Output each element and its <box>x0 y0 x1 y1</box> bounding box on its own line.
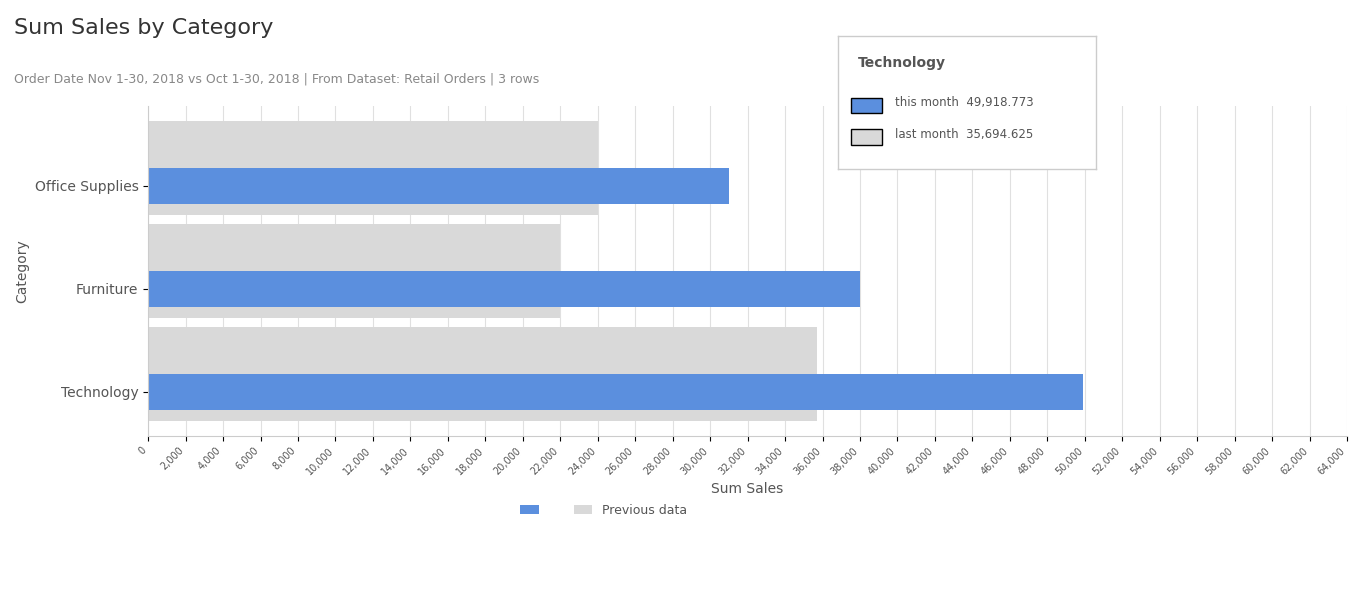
Text: Order Date Nov 1-30, 2018 vs Oct 1-30, 2018 | From Dataset: Retail Orders | 3 ro: Order Date Nov 1-30, 2018 vs Oct 1-30, 2… <box>14 73 539 85</box>
Text: this month  49,918.773: this month 49,918.773 <box>895 96 1034 110</box>
X-axis label: Sum Sales: Sum Sales <box>711 482 783 496</box>
Bar <box>148 224 560 318</box>
Legend: , Previous data: , Previous data <box>515 499 692 522</box>
Text: Sum Sales by Category: Sum Sales by Category <box>14 18 272 38</box>
Text: Technology: Technology <box>858 56 947 70</box>
Bar <box>148 327 817 420</box>
Bar <box>148 270 859 307</box>
Bar <box>148 374 1083 410</box>
Bar <box>148 168 729 204</box>
Bar <box>148 121 598 215</box>
FancyBboxPatch shape <box>850 129 881 145</box>
Y-axis label: Category: Category <box>15 239 29 302</box>
Text: last month  35,694.625: last month 35,694.625 <box>895 128 1032 142</box>
FancyBboxPatch shape <box>850 97 881 114</box>
